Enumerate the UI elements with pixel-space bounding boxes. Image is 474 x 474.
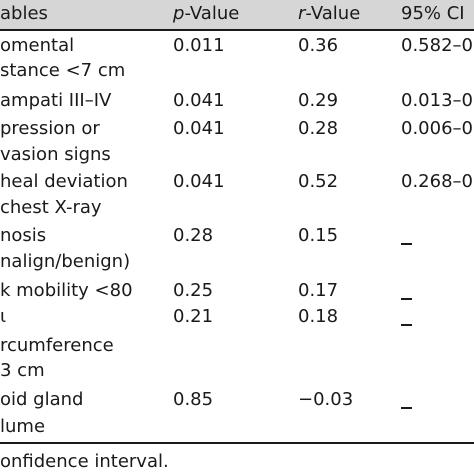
table-footnote: onfidence interval.	[0, 451, 169, 472]
row-label-line2: stance <7 cm	[0, 60, 126, 81]
header-p-suffix: -Value	[184, 3, 240, 24]
row-label-line2: nalign/benign)	[0, 251, 131, 272]
ci-dash	[401, 298, 412, 300]
row-ci-value: 0.013–0	[401, 90, 473, 111]
row-label-line1: heal deviation	[0, 171, 128, 192]
row-label-line1: pression or	[0, 118, 100, 139]
row-p-value: 0.041	[173, 118, 225, 139]
row-label-line1: omental	[0, 35, 75, 56]
row-label-line1: ɩ	[0, 306, 7, 327]
row-r-value: 0.52	[298, 171, 339, 192]
header-r-suffix: -Value	[305, 3, 361, 24]
row-ci-dash	[401, 235, 412, 253]
table-header: ables p-Value r-Value 95% CI	[0, 0, 474, 29]
row-ci-dash	[401, 290, 412, 308]
row-r-value: 0.18	[298, 306, 339, 327]
header-95-ci: 95% CI	[401, 3, 465, 24]
row-p-value: 0.85	[173, 389, 214, 410]
row-label-line1: oid gland	[0, 389, 84, 410]
row-label-line1: ampati III–IV	[0, 90, 112, 111]
row-r-value: 0.29	[298, 90, 339, 111]
ci-dash	[401, 324, 412, 326]
row-r-value: 0.15	[298, 225, 339, 246]
row-label-line2: lume	[0, 416, 46, 437]
row-ci-dash	[401, 316, 412, 334]
ci-dash	[401, 407, 412, 409]
row-r-value: 0.28	[298, 118, 339, 139]
row-p-value: 0.041	[173, 90, 225, 111]
row-r-value: 0.17	[298, 280, 339, 301]
header-r-symbol: r	[298, 3, 306, 24]
row-p-value: 0.28	[173, 225, 214, 246]
row-ci-value: 0.582–0	[401, 35, 473, 56]
row-p-value: 0.011	[173, 35, 225, 56]
row-r-value: −0.03	[298, 389, 354, 410]
row-p-value: 0.21	[173, 306, 214, 327]
row-p-value: 0.041	[173, 171, 225, 192]
row-label-line2: vasion signs	[0, 144, 111, 165]
row-label-line1: rcumference	[0, 335, 114, 356]
bottom-rule	[0, 442, 474, 444]
row-label-line2: 3 cm	[0, 360, 45, 381]
ci-dash	[401, 243, 412, 245]
row-label-line2: chest X-ray	[0, 197, 102, 218]
header-variables: ables	[0, 3, 48, 24]
header-rule	[0, 29, 474, 31]
row-ci-dash	[401, 399, 412, 417]
row-r-value: 0.36	[298, 35, 339, 56]
row-label-line1: k mobility <80	[0, 280, 133, 301]
header-r-value: r-Value	[298, 5, 360, 23]
row-ci-value: 0.006–0	[401, 118, 473, 139]
header-p-value: p-Value	[173, 5, 239, 23]
row-label-line1: nosis	[0, 225, 47, 246]
header-p-symbol: p	[173, 3, 185, 24]
row-p-value: 0.25	[173, 280, 214, 301]
row-ci-value: 0.268–0	[401, 171, 473, 192]
